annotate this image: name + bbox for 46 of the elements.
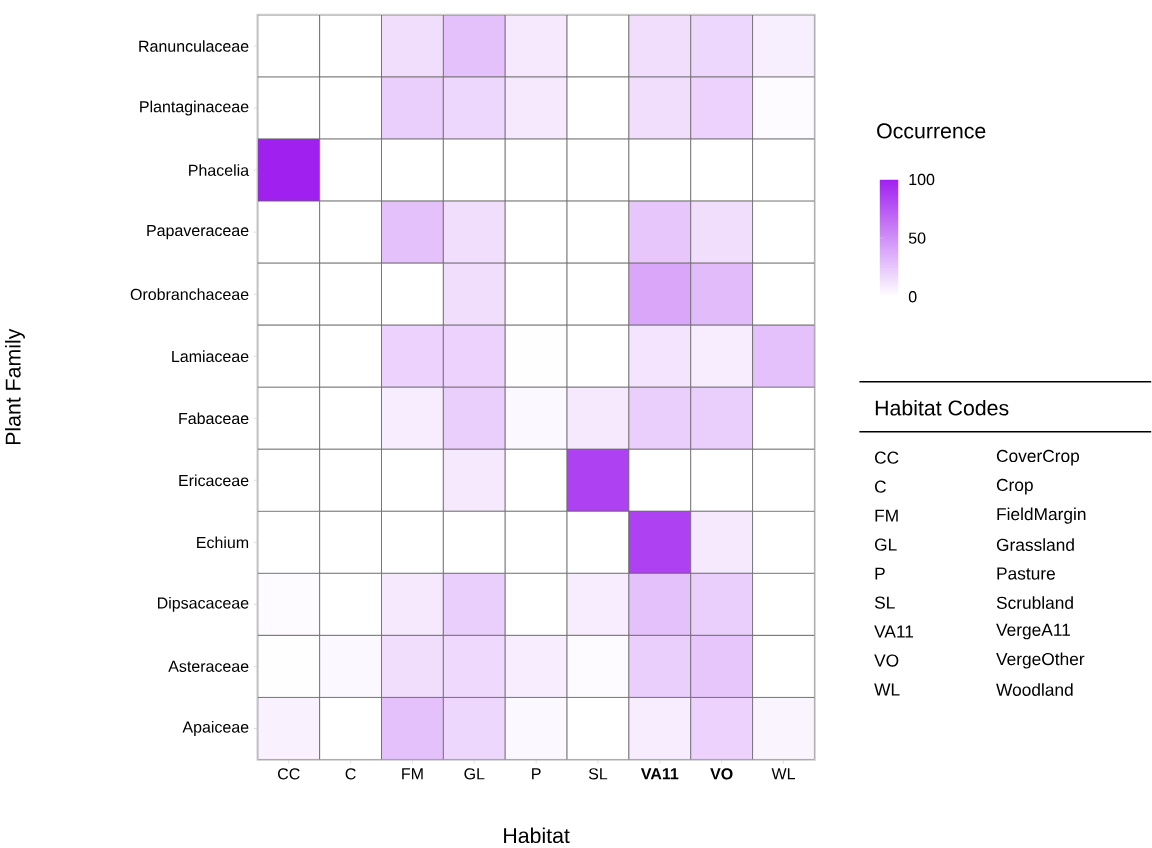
y-tick-label: Apaiceae [182, 721, 249, 737]
text: C [874, 480, 886, 494]
text: VA11 [874, 625, 914, 638]
x-axis-title: Habitat [504, 827, 570, 844]
y-tick-label: Papaveraceae [147, 225, 249, 240]
y-tick-label: Asteraceae [168, 661, 249, 673]
color-bar-title: Occurrence [877, 123, 986, 139]
text: CC [874, 451, 899, 465]
text: VO [874, 654, 899, 667]
x-tick-label: FM [402, 768, 423, 780]
text: Habitat Codes [875, 400, 1009, 416]
text: SL [874, 596, 895, 609]
y-tick-label: Orobranchaceae [130, 288, 249, 301]
y-tick-label: Lamiaceae [172, 350, 249, 363]
y-tick-label: Ericaceae [179, 474, 249, 487]
text: VergeA11 [996, 624, 1070, 640]
y-tick-label: Echium [197, 536, 249, 549]
x-tick-label: GL [464, 768, 485, 780]
x-tick-label: CC [278, 768, 300, 780]
y-tick-label: Ranunculaceae [139, 40, 249, 53]
text: VergeOther [996, 652, 1085, 669]
y-tick-label: Plantaginaceae [140, 100, 249, 116]
text: Scrubland [996, 596, 1073, 610]
x-tick-label: WL [771, 768, 795, 780]
x-tick-label: VO [710, 768, 733, 780]
text: P [875, 567, 885, 580]
x-tick-label: C [345, 768, 356, 780]
y-tick-label: Fabaceae [179, 412, 249, 425]
text: GL [874, 538, 897, 551]
text: Woodland [996, 683, 1073, 697]
y-tick-label: Dipsacaceae [158, 597, 249, 613]
color-bar-label: 0 [908, 291, 917, 303]
text: Pasture [997, 567, 1055, 580]
color-bar-label: 50 [908, 232, 926, 245]
text: FieldMargin [997, 507, 1086, 524]
text: WL [874, 683, 900, 696]
color-bar-label: 100 [909, 174, 935, 186]
text: Grassland [996, 538, 1074, 552]
y-tick-label: Phacelia [189, 164, 250, 177]
text: CoverCrop [996, 450, 1080, 466]
text: FM [875, 509, 898, 522]
text: Crop [996, 479, 1033, 495]
y-axis-title: Plant Family [5, 328, 25, 445]
x-tick-label: SL [588, 768, 608, 780]
x-tick-label: P [532, 768, 541, 780]
x-tick-label: VA11 [640, 768, 679, 780]
